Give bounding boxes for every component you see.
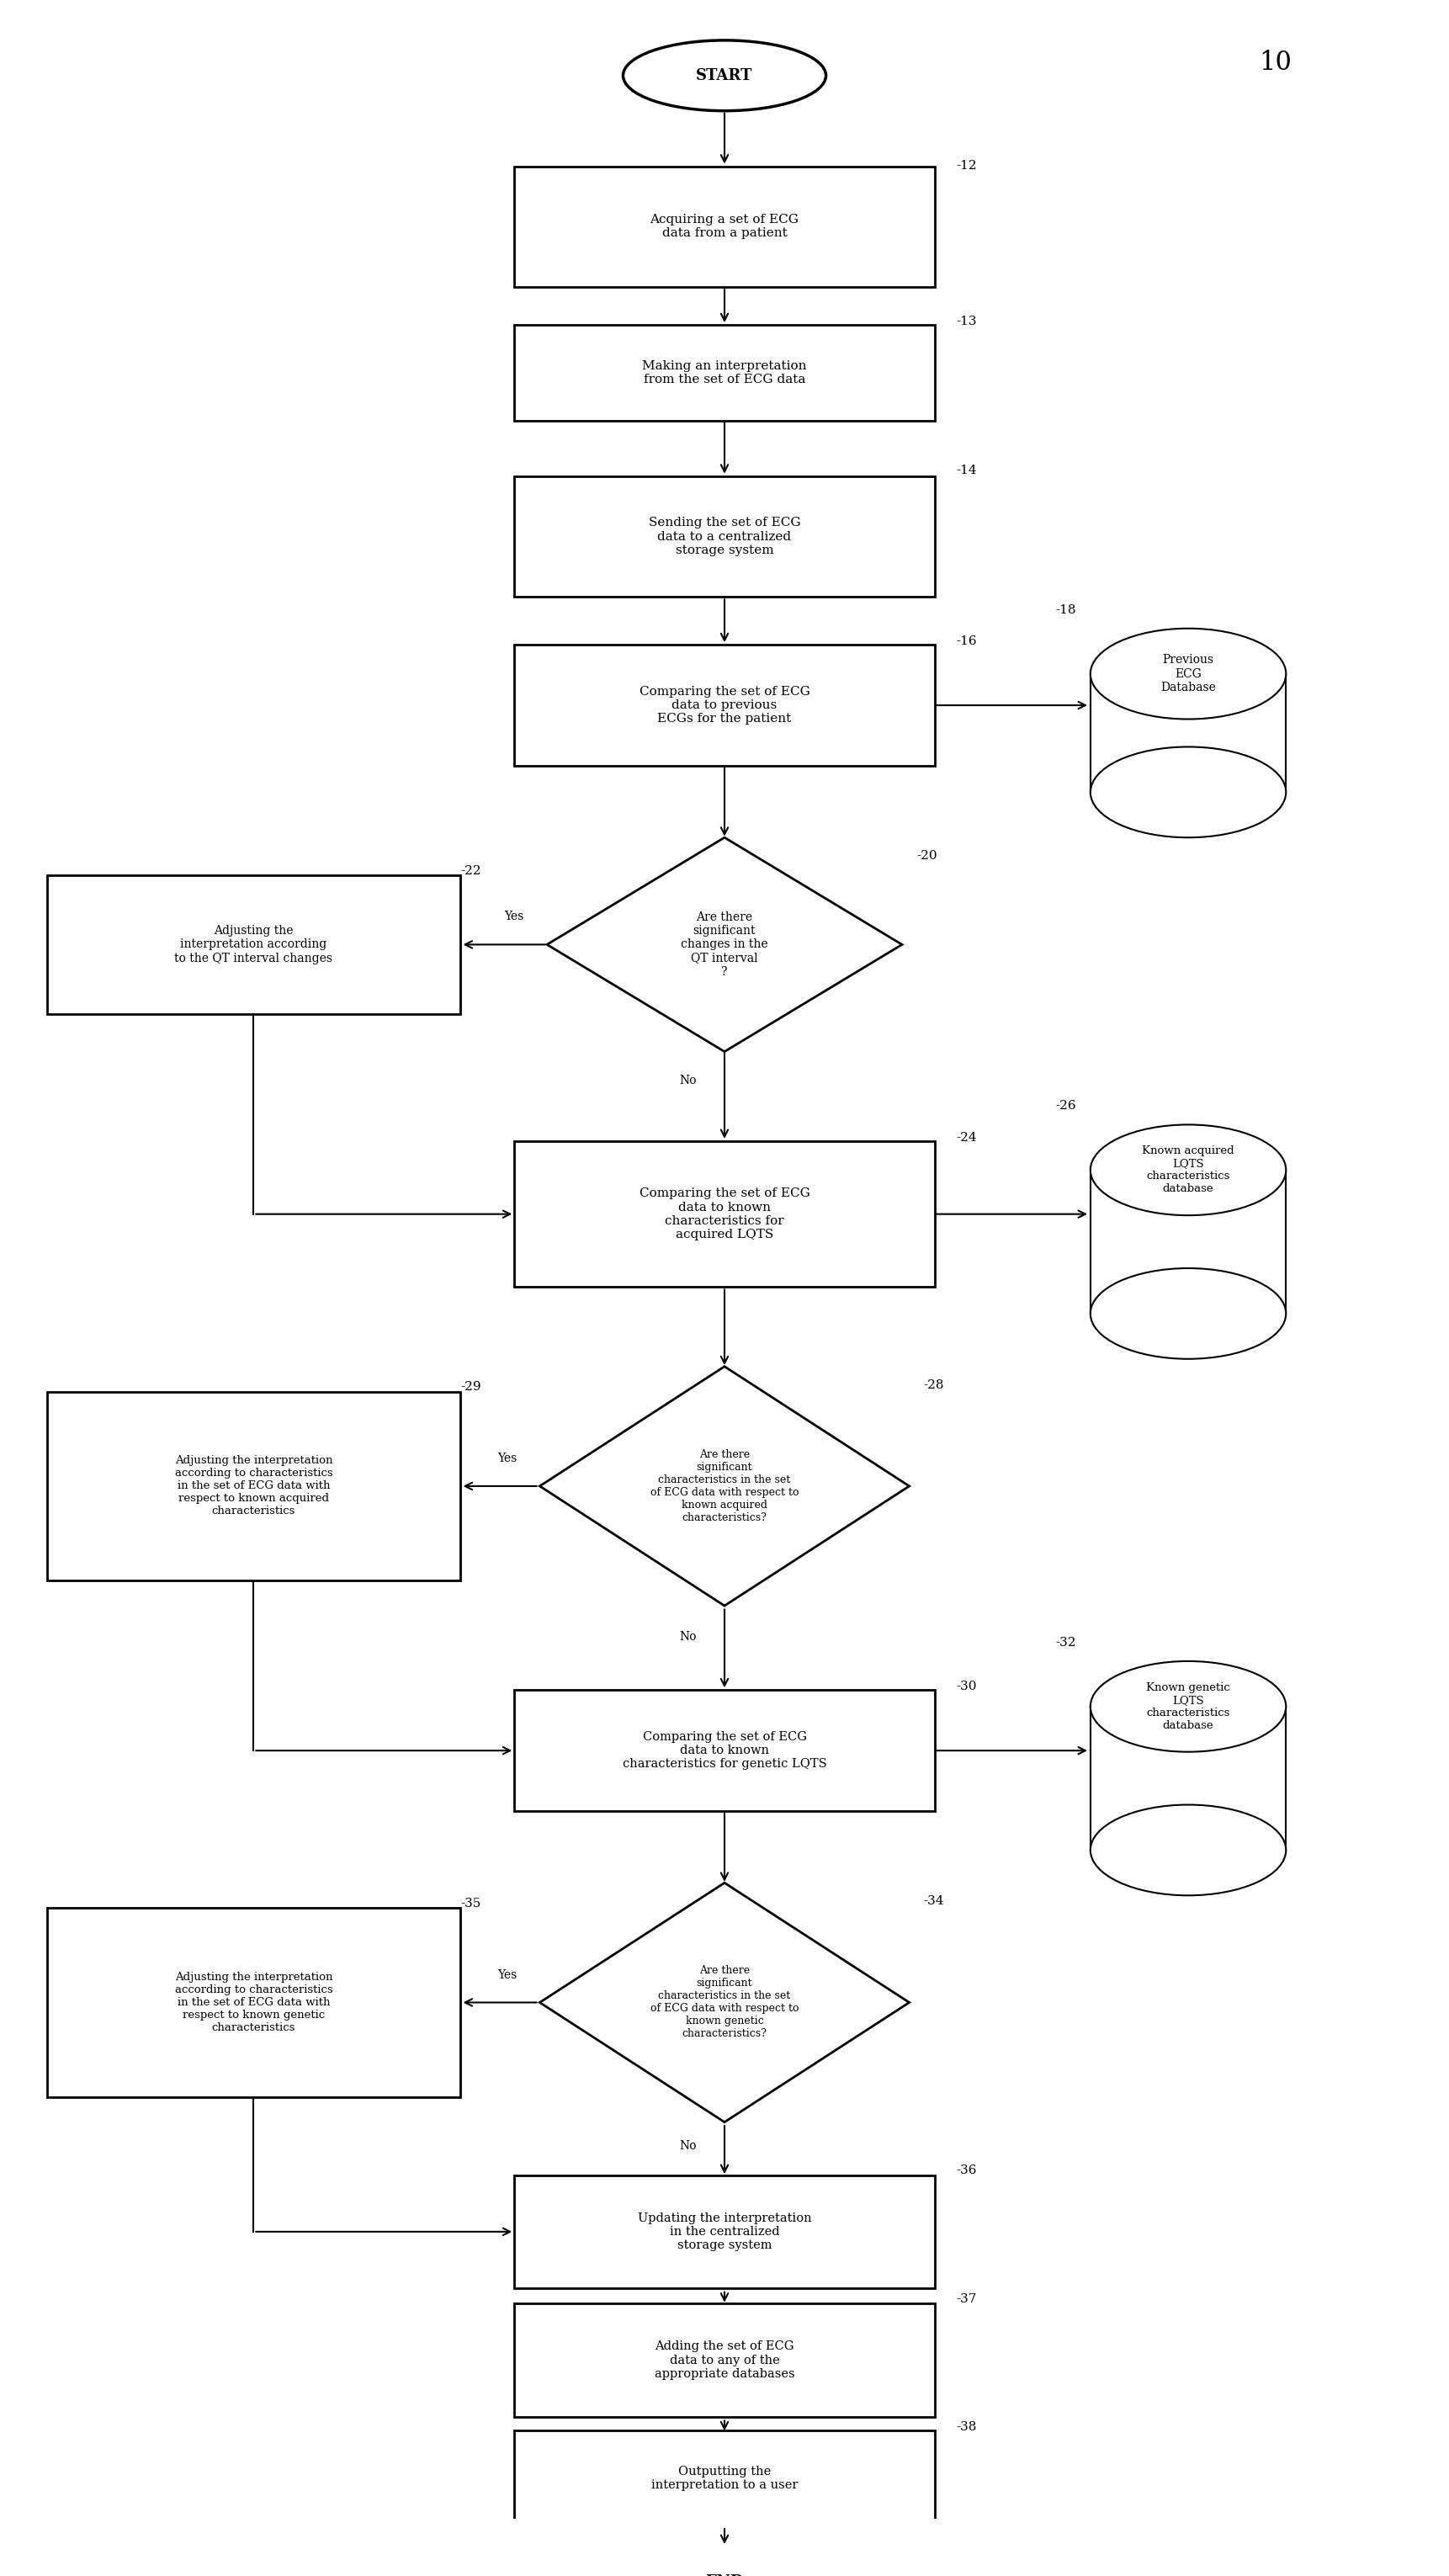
FancyBboxPatch shape — [514, 325, 935, 420]
Text: -18: -18 — [1055, 605, 1075, 616]
Text: No: No — [680, 1631, 697, 1643]
Text: No: No — [680, 1074, 697, 1087]
Text: START: START — [696, 67, 753, 82]
Text: Known acquired
LQTS
characteristics
database: Known acquired LQTS characteristics data… — [1142, 1146, 1235, 1195]
FancyBboxPatch shape — [514, 2174, 935, 2287]
Text: Making an interpretation
from the set of ECG data: Making an interpretation from the set of… — [642, 361, 807, 386]
Ellipse shape — [1090, 1806, 1287, 1896]
Text: Sending the set of ECG
data to a centralized
storage system: Sending the set of ECG data to a central… — [649, 518, 800, 556]
Text: Yes: Yes — [504, 912, 525, 922]
Polygon shape — [546, 837, 901, 1051]
Text: -32: -32 — [1055, 1636, 1075, 1649]
Polygon shape — [540, 1883, 910, 2123]
FancyBboxPatch shape — [514, 2303, 935, 2416]
Text: -37: -37 — [956, 2293, 977, 2306]
FancyBboxPatch shape — [46, 1391, 461, 1582]
FancyBboxPatch shape — [514, 1141, 935, 1288]
Text: Yes: Yes — [497, 1453, 517, 1463]
Text: -26: -26 — [1055, 1100, 1075, 1113]
FancyBboxPatch shape — [514, 1690, 935, 1811]
Text: -36: -36 — [956, 2164, 977, 2177]
Text: -22: -22 — [461, 866, 481, 876]
FancyBboxPatch shape — [514, 477, 935, 598]
Ellipse shape — [623, 2548, 826, 2576]
Text: Comparing the set of ECG
data to known
characteristics for genetic LQTS: Comparing the set of ECG data to known c… — [623, 1731, 826, 1770]
Ellipse shape — [1090, 1662, 1287, 1752]
Text: 10: 10 — [1259, 49, 1291, 77]
Text: -30: -30 — [956, 1682, 977, 1692]
Text: No: No — [680, 2141, 697, 2151]
Text: -20: -20 — [917, 850, 938, 863]
Text: Are there
significant
changes in the
QT interval
?: Are there significant changes in the QT … — [681, 912, 768, 979]
Text: Are there
significant
characteristics in the set
of ECG data with respect to
kno: Are there significant characteristics in… — [651, 1450, 798, 1522]
Text: Adjusting the
interpretation according
to the QT interval changes: Adjusting the interpretation according t… — [174, 925, 333, 963]
FancyBboxPatch shape — [46, 876, 461, 1015]
Text: Adjusting the interpretation
according to characteristics
in the set of ECG data: Adjusting the interpretation according t… — [175, 1455, 332, 1517]
Ellipse shape — [1090, 629, 1287, 719]
Text: Outputting the
interpretation to a user: Outputting the interpretation to a user — [651, 2465, 798, 2491]
Text: -24: -24 — [956, 1131, 977, 1144]
Text: Comparing the set of ECG
data to previous
ECGs for the patient: Comparing the set of ECG data to previou… — [639, 685, 810, 724]
Text: Previous
ECG
Database: Previous ECG Database — [1161, 654, 1216, 693]
Text: -34: -34 — [924, 1896, 945, 1906]
Ellipse shape — [1090, 747, 1287, 837]
FancyBboxPatch shape — [46, 1909, 461, 2097]
Text: Acquiring a set of ECG
data from a patient: Acquiring a set of ECG data from a patie… — [651, 214, 798, 240]
Text: Comparing the set of ECG
data to known
characteristics for
acquired LQTS: Comparing the set of ECG data to known c… — [639, 1188, 810, 1242]
FancyBboxPatch shape — [1090, 675, 1287, 793]
FancyBboxPatch shape — [514, 2432, 935, 2527]
Text: -29: -29 — [461, 1381, 481, 1394]
Text: -38: -38 — [956, 2421, 977, 2434]
Ellipse shape — [623, 41, 826, 111]
Text: -28: -28 — [924, 1378, 945, 1391]
FancyBboxPatch shape — [1090, 1705, 1287, 1850]
Text: Updating the interpretation
in the centralized
storage system: Updating the interpretation in the centr… — [638, 2213, 811, 2251]
FancyBboxPatch shape — [514, 167, 935, 286]
Polygon shape — [540, 1365, 910, 1605]
Text: Yes: Yes — [497, 1968, 517, 1981]
Text: -14: -14 — [956, 464, 977, 477]
Text: Are there
significant
characteristics in the set
of ECG data with respect to
kno: Are there significant characteristics in… — [651, 1965, 798, 2040]
Text: -12: -12 — [956, 160, 977, 170]
Ellipse shape — [1090, 1267, 1287, 1360]
Text: -13: -13 — [956, 317, 977, 327]
Text: Adding the set of ECG
data to any of the
appropriate databases: Adding the set of ECG data to any of the… — [655, 2342, 794, 2380]
Text: -16: -16 — [956, 636, 977, 647]
FancyBboxPatch shape — [1090, 1170, 1287, 1314]
Text: Adjusting the interpretation
according to characteristics
in the set of ECG data: Adjusting the interpretation according t… — [175, 1971, 332, 2032]
FancyBboxPatch shape — [514, 644, 935, 765]
Text: Known genetic
LQTS
characteristics
database: Known genetic LQTS characteristics datab… — [1146, 1682, 1230, 1731]
Text: -35: -35 — [461, 1899, 481, 1909]
Ellipse shape — [1090, 1126, 1287, 1216]
